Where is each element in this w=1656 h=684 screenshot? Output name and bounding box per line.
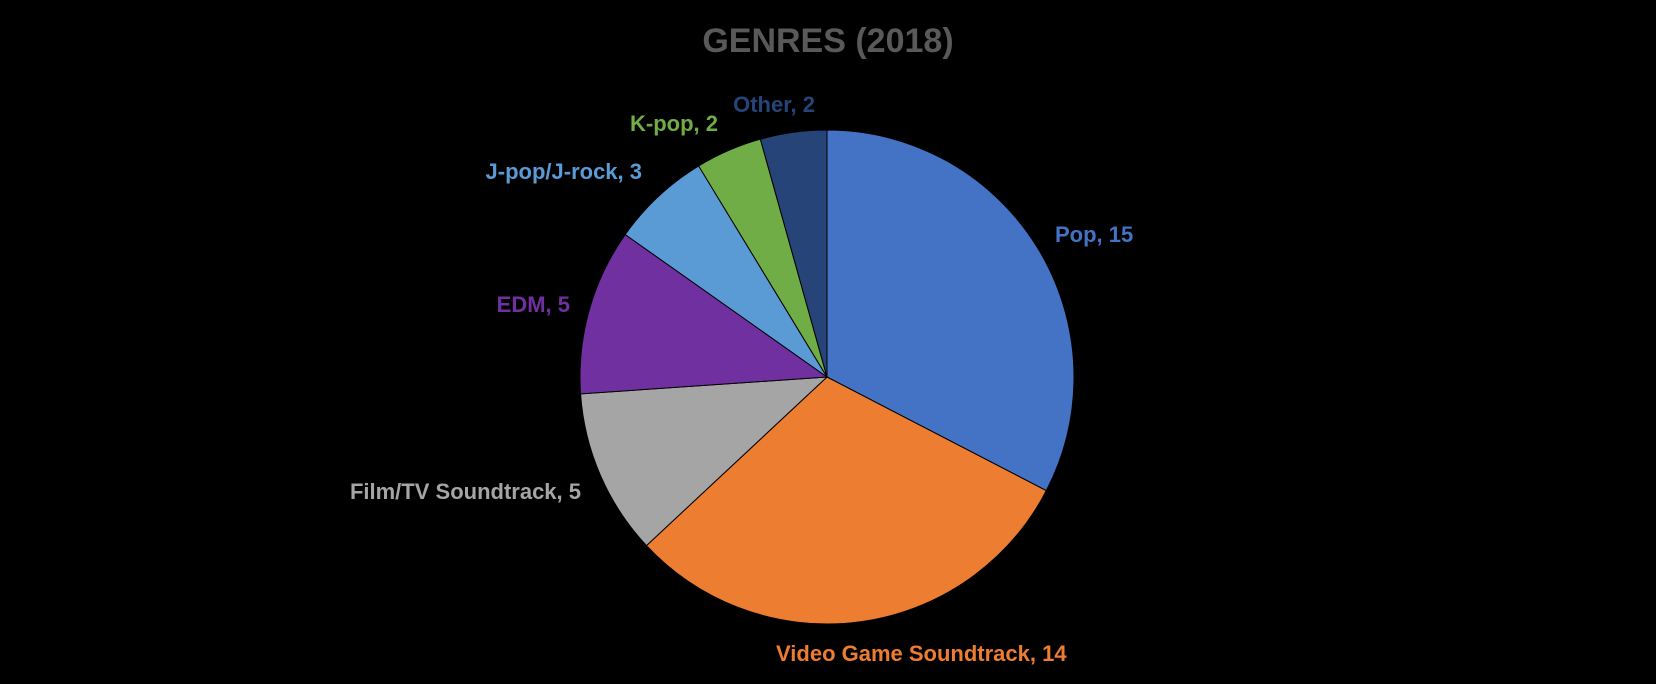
pie-slice-edm bbox=[579, 233, 829, 395]
data-label-edm: EDM, 5 bbox=[497, 292, 570, 317]
data-label-k-pop: K-pop, 2 bbox=[630, 111, 718, 136]
pie-slice-film-tv-soundtrack bbox=[580, 376, 829, 547]
pie-slices bbox=[579, 129, 1075, 625]
data-label-j-pop-j-rock: J-pop/J-rock, 3 bbox=[486, 159, 642, 184]
data-labels: Pop, 15 Video Game Soundtrack, 14 Film/TV … bbox=[350, 92, 1133, 666]
pie-slice-other bbox=[759, 129, 828, 378]
pie-slice-pop bbox=[826, 129, 1075, 492]
data-label-pop: Pop, 15 bbox=[1055, 222, 1133, 247]
data-label-film-tv-soundtrack: Film/TV Soundtrack, 5 bbox=[350, 479, 581, 504]
data-label-other: Other, 2 bbox=[733, 92, 815, 117]
pie-slice-video-game-soundtrack bbox=[645, 376, 1047, 625]
chart-title: GENRES (2018) bbox=[702, 22, 953, 60]
data-label-video-game-soundtrack: Video Game Soundtrack, 14 bbox=[776, 641, 1067, 666]
